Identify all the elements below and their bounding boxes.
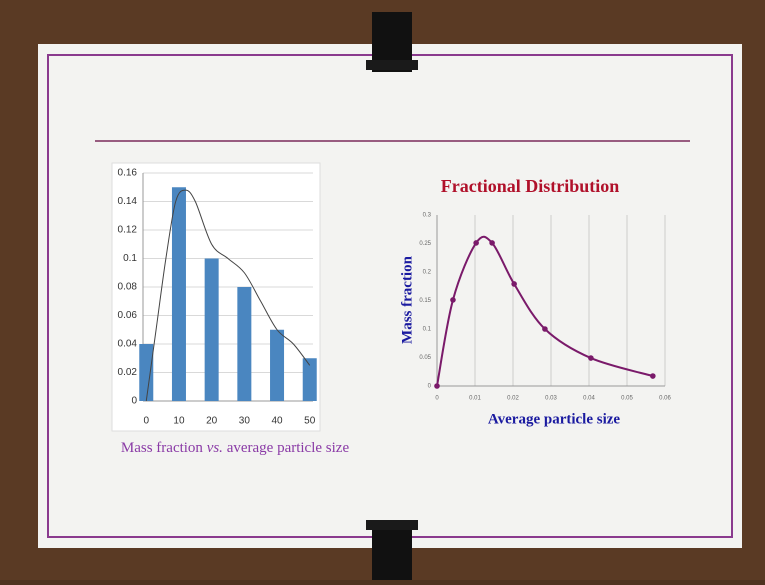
y-tick-label: 0.12 [118,225,138,236]
x-tick-label: 0.05 [621,396,633,402]
bar [139,344,153,401]
x-tick-label: 30 [239,416,251,427]
caption-text: average particle size [227,440,350,456]
clip-bottom-base [366,520,418,530]
bar [205,259,219,402]
bar [172,187,186,401]
x-tick-label: 0.02 [507,396,519,402]
x-tick-label: 0 [143,416,149,427]
y-tick-label: 0 [131,396,137,407]
x-tick-label: 0.01 [469,396,481,402]
x-tick-label: 0.06 [659,396,671,402]
point [511,281,517,287]
y-tick-label: 0.1 [123,253,137,264]
x-tick-label: 0.04 [583,396,595,402]
x-tick-label: 40 [271,416,283,427]
caption-emphasis: vs. [207,440,223,456]
y-tick-label: 0.08 [118,282,138,293]
y-tick-label: 0.2 [423,270,432,276]
y-tick-label: 0.15 [419,298,431,304]
y-tick-label: 0.02 [118,367,138,378]
caption-text: Mass fraction [121,440,204,456]
point [489,240,495,246]
point [434,383,440,389]
point [450,297,456,303]
y-tick-label: 0.05 [419,355,431,361]
y-tick-label: 0.1 [423,327,432,333]
page: Mass fraction vs. average particle size … [0,0,765,580]
y-tick-label: 0.04 [118,339,138,350]
y-tick-label: 0.14 [118,196,138,207]
chart-title: Fractional Distribution [441,176,620,196]
y-axis-label: Mass fraction [399,255,415,344]
y-tick-label: 0.06 [118,310,138,321]
x-tick-label: 50 [304,416,316,427]
bar [270,330,284,401]
x-tick-label: 0.03 [545,396,557,402]
bar [237,287,251,401]
x-tick-label: 20 [206,416,218,427]
point [473,240,479,246]
clip-bottom [372,522,412,580]
x-tick-label: 10 [173,416,185,427]
x-axis-label: Average particle size [488,411,621,427]
point [542,326,548,332]
point [588,355,594,361]
clip-top-base [366,60,418,70]
y-tick-label: 0.16 [118,168,138,179]
slide-photo: Mass fraction vs. average particle size … [0,0,765,580]
y-tick-label: 0.3 [423,213,432,219]
point [650,373,656,379]
y-tick-label: 0.25 [419,241,431,247]
left-caption: Mass fraction vs. average particle size [121,440,350,456]
